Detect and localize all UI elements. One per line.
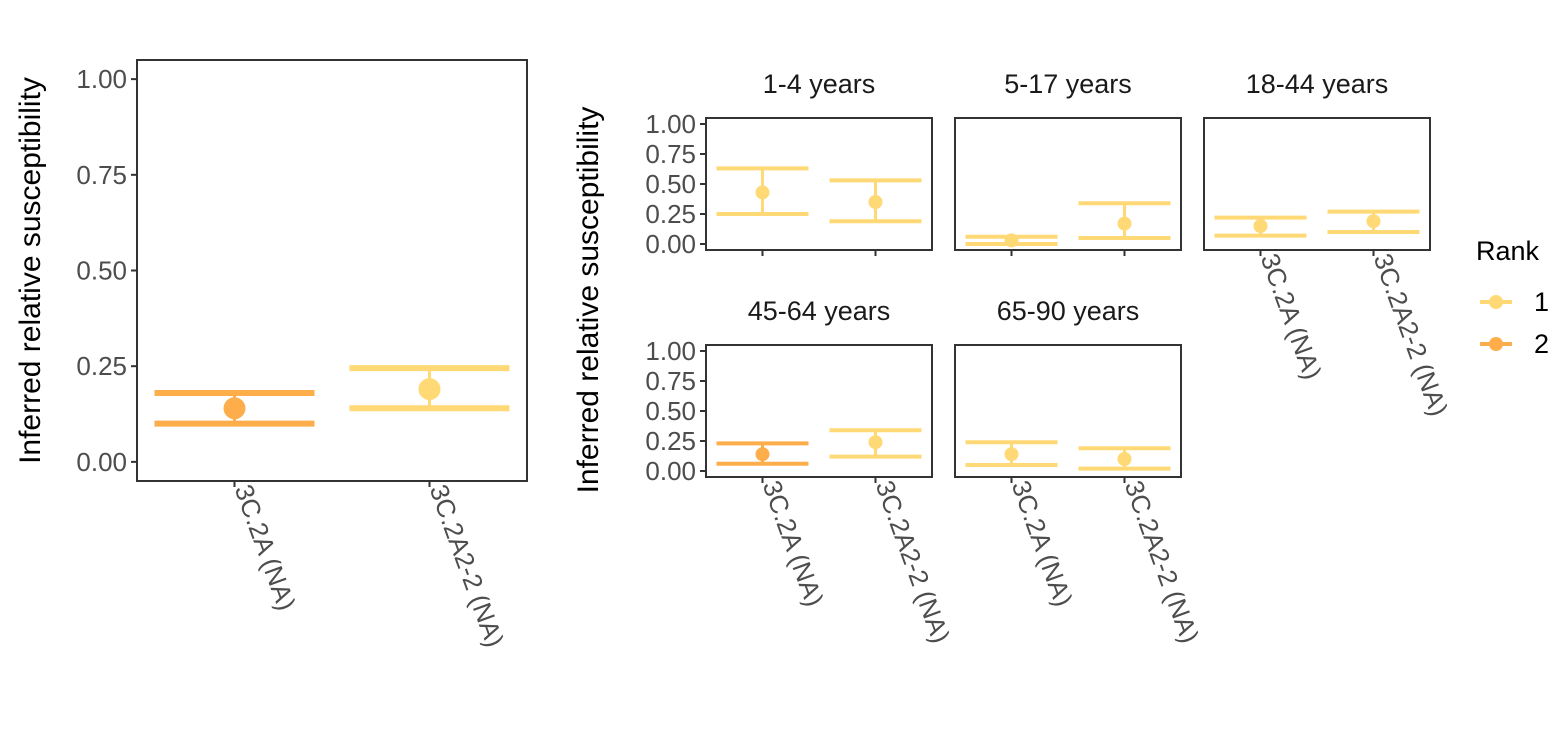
y-tick-label: 0.50 [645, 396, 696, 426]
y-tick-label: 0.00 [645, 456, 696, 486]
y-tick-label: 0.50 [645, 169, 696, 199]
data-point [223, 397, 246, 420]
y-tick-label: 0.25 [645, 199, 696, 229]
facet-panel: 65-90 years 3C.2A (NA) 3C.2A2-2 (NA) [954, 296, 1206, 647]
facet-strip-label: 45-64 years [748, 296, 891, 326]
legend-label: 2 [1534, 329, 1549, 359]
y-axis-title: Inferred relative susceptibility [14, 77, 47, 464]
x-tick-label: 3C.2A (NA) [229, 480, 302, 614]
y-tick-label: 0.25 [645, 426, 696, 456]
panel-frame [954, 117, 1182, 251]
legend-key-point [1489, 295, 1503, 309]
facet-panel: 45-64 years 0.000.250.500.751.00 3C.2A (NA… [645, 296, 956, 647]
x-tick-label: 3C.2A (NA) [1006, 476, 1079, 610]
y-tick-label: 0.00 [645, 229, 696, 259]
overall-plot: 0.00 0.25 0.50 0.75 1.00 3C.2A (NA) 3C.2A2-2 (… [14, 59, 528, 651]
data-point [1253, 219, 1268, 233]
y-tick-label: 0.25 [76, 351, 127, 381]
data-point [418, 378, 441, 401]
facet-strip-label: 18-44 years [1246, 69, 1389, 99]
data-point [868, 195, 883, 209]
x-tick-label: 3C.2A (NA) [1255, 249, 1328, 383]
y-tick-label: 0.75 [76, 160, 127, 190]
data-point [755, 447, 770, 462]
panel-frame [136, 59, 528, 482]
panel-frame [1203, 117, 1431, 251]
panel-frame [705, 117, 933, 251]
x-tick-label: 3C.2A2-2 (NA) [870, 476, 957, 646]
facet-panel: 5-17 years [954, 69, 1182, 256]
y-tick-label: 1.00 [645, 336, 696, 366]
facet-panel: 1-4 years 0.000.250.500.751.00 [645, 69, 933, 259]
legend-key [1480, 295, 1512, 309]
y-axis-title: Inferred relative susceptibility [572, 107, 605, 494]
legend-label: 1 [1534, 287, 1549, 317]
data-point [868, 435, 883, 450]
y-tick-label: 0.75 [645, 139, 696, 169]
x-tick-label: 3C.2A (NA) [757, 476, 830, 610]
y-tick-label: 1.00 [645, 109, 696, 139]
legend: Rank 1 2 [1476, 236, 1549, 359]
x-tick-label: 3C.2A2-2 (NA) [1119, 476, 1206, 646]
data-point [755, 185, 770, 200]
y-tick-label: 0.50 [76, 256, 127, 286]
x-tick-label: 3C.2A2-2 (NA) [424, 480, 511, 650]
y-tick-label: 0.75 [645, 366, 696, 396]
data-point [1366, 214, 1381, 229]
y-tick-label: 1.00 [76, 64, 127, 94]
legend-key [1480, 337, 1512, 351]
facet-strip-label: 1-4 years [763, 69, 876, 99]
data-point [1004, 447, 1019, 462]
facet-strip-label: 5-17 years [1004, 69, 1132, 99]
facet-strip-label: 65-90 years [997, 296, 1140, 326]
data-point [1117, 216, 1132, 231]
x-tick-label: 3C.2A2-2 (NA) [1368, 249, 1455, 419]
legend-title: Rank [1476, 236, 1540, 266]
y-tick-label: 0.00 [76, 447, 127, 477]
panel-frame [954, 344, 1182, 478]
data-point [1004, 233, 1019, 248]
legend-key-point [1489, 337, 1503, 351]
facet-panel: 18-44 years 3C.2A (NA) 3C.2A2-2 (NA) [1203, 69, 1455, 420]
data-point [1117, 452, 1132, 466]
